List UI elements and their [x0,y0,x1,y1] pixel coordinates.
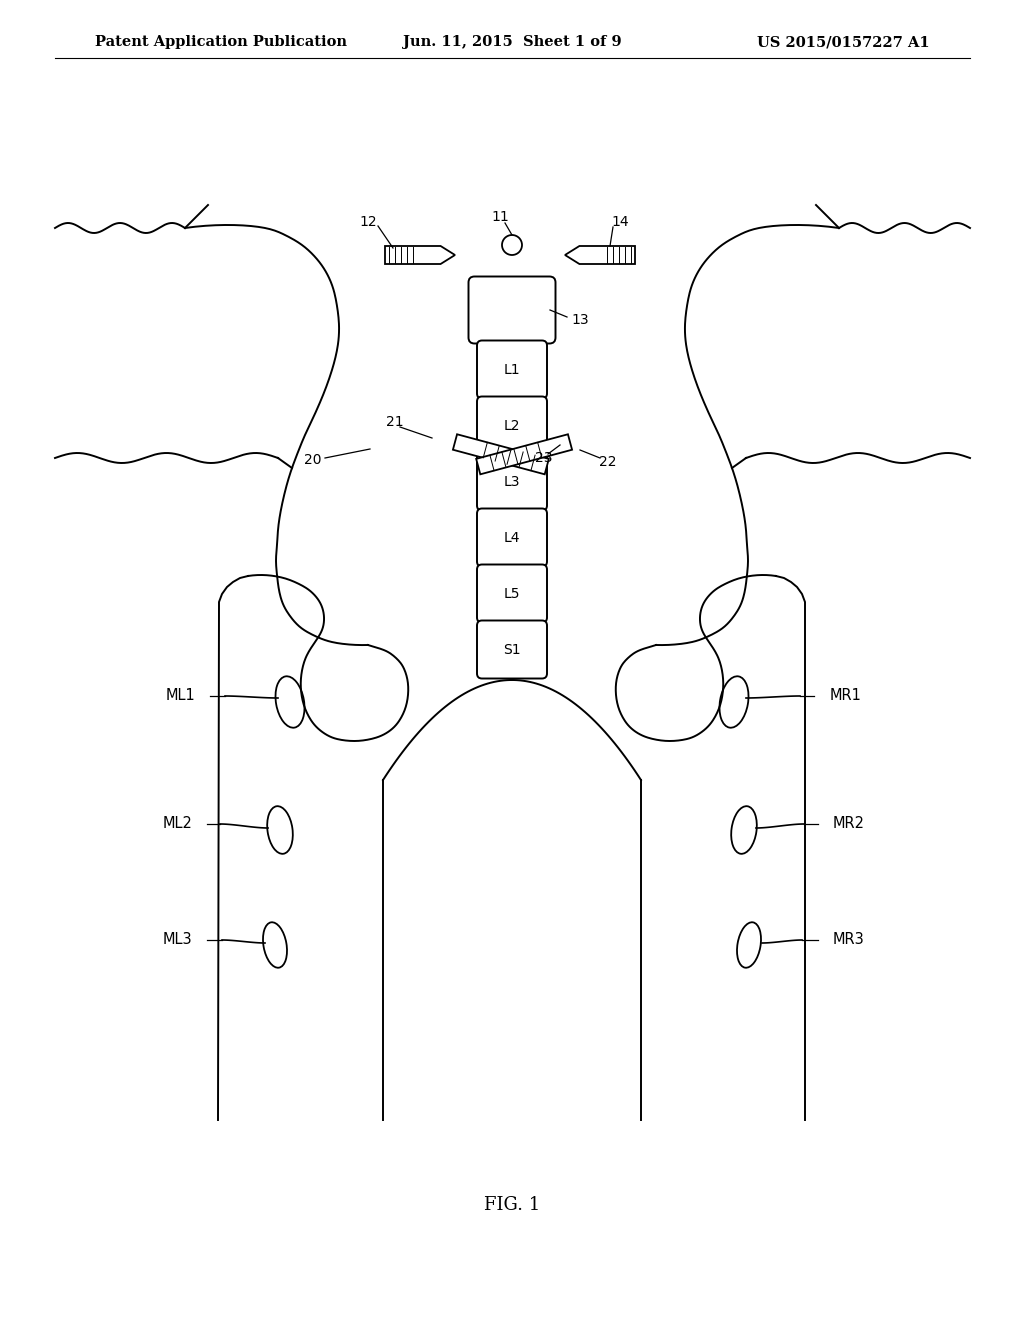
Text: L3: L3 [504,474,520,488]
Polygon shape [565,246,635,264]
Text: 22: 22 [599,455,616,469]
FancyBboxPatch shape [477,453,547,511]
Ellipse shape [731,807,757,854]
Text: L2: L2 [504,418,520,433]
Text: MR1: MR1 [830,689,862,704]
Circle shape [502,235,522,255]
Ellipse shape [267,807,293,854]
Ellipse shape [737,923,761,968]
Text: S1: S1 [503,643,521,656]
Ellipse shape [275,676,304,727]
Ellipse shape [263,923,287,968]
Text: 11: 11 [492,210,509,224]
FancyBboxPatch shape [477,396,547,454]
FancyBboxPatch shape [477,620,547,678]
Text: ML3: ML3 [163,932,193,948]
FancyBboxPatch shape [477,341,547,399]
Text: L1: L1 [504,363,520,376]
Polygon shape [385,246,455,264]
Text: 13: 13 [571,313,589,327]
Text: ML1: ML1 [165,689,195,704]
Ellipse shape [720,676,749,727]
Text: 14: 14 [611,215,629,228]
Text: MR3: MR3 [833,932,864,948]
FancyBboxPatch shape [477,508,547,566]
Text: Jun. 11, 2015  Sheet 1 of 9: Jun. 11, 2015 Sheet 1 of 9 [402,36,622,49]
Text: 20: 20 [304,453,322,467]
Polygon shape [476,434,572,474]
Text: MR2: MR2 [833,817,865,832]
Polygon shape [453,434,549,474]
Text: FIG. 1: FIG. 1 [484,1196,540,1214]
Text: L5: L5 [504,586,520,601]
Text: 12: 12 [359,215,377,228]
Text: 21: 21 [386,414,403,429]
Text: Patent Application Publication: Patent Application Publication [95,36,347,49]
Text: US 2015/0157227 A1: US 2015/0157227 A1 [758,36,930,49]
Text: ML2: ML2 [162,817,193,832]
FancyBboxPatch shape [477,565,547,623]
FancyBboxPatch shape [469,276,555,343]
Text: 23: 23 [536,451,553,465]
Text: L4: L4 [504,531,520,544]
